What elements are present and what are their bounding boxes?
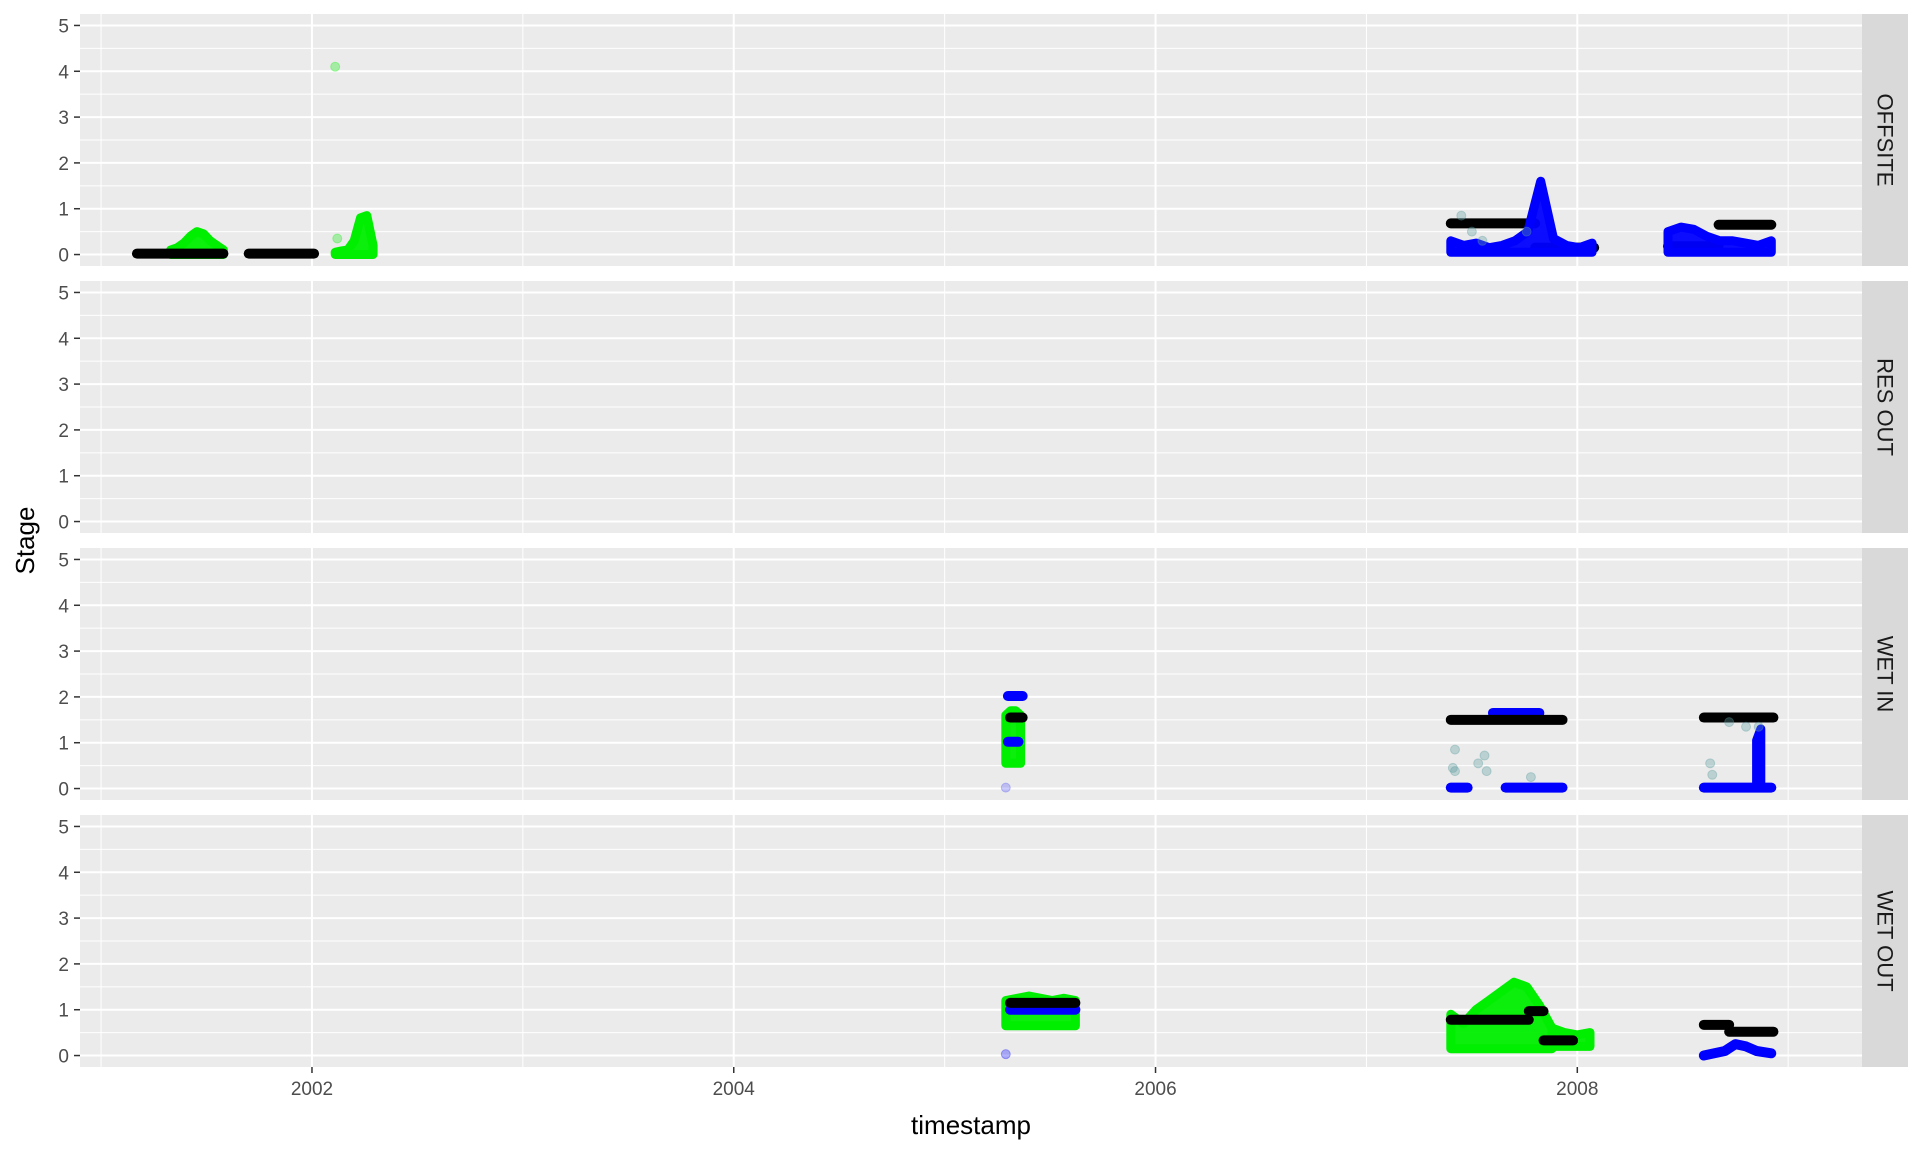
facet-strip-label: WET IN [1873, 636, 1898, 713]
data-band-green [330, 211, 378, 259]
y-tick-label: 1 [58, 1001, 69, 1022]
y-tick-label: 2 [58, 154, 69, 175]
facet-strip-label: RES OUT [1873, 358, 1898, 456]
y-tick-label: 5 [58, 550, 69, 571]
y-tick-label: 2 [58, 421, 69, 442]
data-point-teal [1449, 744, 1460, 755]
y-tick-label: 3 [58, 909, 69, 930]
y-tick-label: 4 [58, 596, 69, 617]
data-point-teal [1479, 750, 1490, 761]
data-point-teal [1481, 766, 1492, 777]
y-tick-label: 4 [58, 863, 69, 884]
y-tick-label: 1 [58, 200, 69, 221]
data-point-green [330, 61, 341, 72]
y-tick-label: 1 [58, 734, 69, 755]
facet-strip [1862, 548, 1908, 800]
data-point-teal [1753, 721, 1764, 732]
x-tick-label: 2004 [713, 1079, 756, 1100]
y-tick-label: 3 [58, 375, 69, 396]
facet-strip [1862, 815, 1908, 1067]
y-tick-label: 0 [58, 780, 69, 801]
y-tick-label: 3 [58, 108, 69, 129]
y-tick-label: 2 [58, 688, 69, 709]
facet-strip [1862, 281, 1908, 533]
data-point-blue [1000, 782, 1011, 793]
y-tick-label: 3 [58, 642, 69, 663]
y-axis-title: Stage [10, 507, 40, 575]
data-band-blue [1752, 724, 1766, 793]
y-tick-label: 5 [58, 283, 69, 304]
data-point-teal [1521, 226, 1532, 237]
data-point-teal [1741, 721, 1752, 732]
data-point-teal [1705, 758, 1716, 769]
y-tick-label: 5 [58, 817, 69, 838]
facet-strip-label: OFFSITE [1873, 94, 1898, 187]
data-point-teal [1466, 226, 1477, 237]
y-tick-label: 0 [58, 1047, 69, 1068]
data-line-blue [1698, 1039, 1777, 1061]
x-tick-label: 2008 [1556, 1079, 1598, 1100]
y-tick-label: 4 [58, 62, 69, 83]
x-axis-title: timestamp [911, 1110, 1031, 1140]
data-band-blue [1446, 176, 1597, 257]
x-tick-label: 2006 [1134, 1079, 1176, 1100]
data-point-teal [1724, 717, 1735, 728]
y-tick-label: 4 [58, 329, 69, 350]
data-point-teal [1456, 210, 1467, 221]
data-point-teal [1525, 772, 1536, 783]
y-tick-label: 1 [58, 467, 69, 488]
data-point-blue [1000, 1049, 1011, 1060]
x-tick-label: 2002 [291, 1079, 333, 1100]
y-tick-label: 5 [58, 16, 69, 37]
y-tick-label: 2 [58, 955, 69, 976]
facet-strip-label: WET OUT [1873, 890, 1898, 991]
data-point-teal [1447, 762, 1458, 773]
y-tick-label: 0 [58, 513, 69, 534]
data-point-teal [1473, 758, 1484, 769]
facet-strip [1862, 14, 1908, 266]
data-point-teal [1707, 769, 1718, 780]
data-band-blue [1663, 222, 1776, 257]
data-point-teal [1477, 235, 1488, 246]
data-point-green [332, 233, 343, 244]
data-point-teal [1449, 766, 1460, 777]
y-tick-label: 0 [58, 246, 69, 267]
